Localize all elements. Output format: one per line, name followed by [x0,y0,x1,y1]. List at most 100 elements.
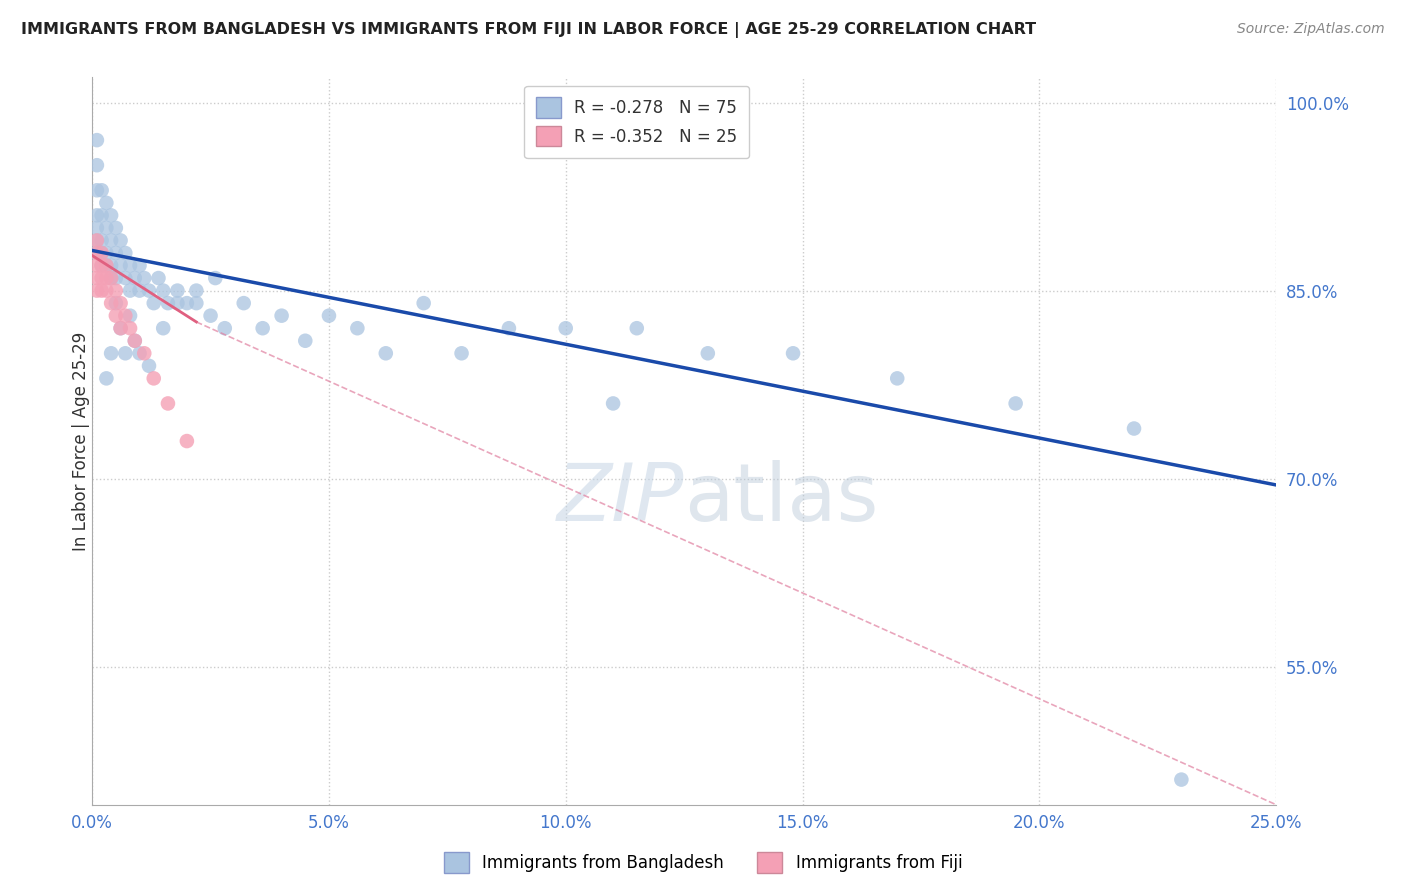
Point [602,396,624,410]
Point [156,396,179,410]
Point [96,220,118,235]
Point [1170,772,1192,787]
Point [166,296,188,310]
Point [96,259,118,273]
Point [86,271,108,285]
Point [110,234,132,248]
Point [498,321,520,335]
Point [148,271,170,285]
Point [110,321,132,335]
Point [156,296,179,310]
Point [90,234,112,248]
Point [554,321,576,335]
Point [104,284,127,298]
Point [90,246,112,260]
Point [114,309,136,323]
Point [142,371,165,385]
Point [86,220,108,235]
Legend: R = -0.278   N = 75, R = -0.352   N = 25: R = -0.278 N = 75, R = -0.352 N = 25 [524,86,749,158]
Point [86,208,108,222]
Point [90,284,112,298]
Point [110,259,132,273]
Point [124,271,146,285]
Point [124,334,146,348]
Point [86,234,108,248]
Point [96,259,118,273]
Point [100,234,122,248]
Point [86,284,108,298]
Text: atlas: atlas [685,460,879,538]
Point [114,246,136,260]
Point [186,296,208,310]
Text: ZIP: ZIP [557,460,685,538]
Legend: Immigrants from Bangladesh, Immigrants from Fiji: Immigrants from Bangladesh, Immigrants f… [437,846,969,880]
Point [886,371,908,385]
Point [90,271,112,285]
Y-axis label: In Labor Force | Age 25-29: In Labor Force | Age 25-29 [72,332,90,550]
Point [696,346,718,360]
Point [294,334,316,348]
Point [120,321,142,335]
Point [104,220,127,235]
Point [104,296,127,310]
Point [252,321,274,335]
Point [186,284,208,298]
Point [318,309,340,323]
Point [128,259,150,273]
Point [86,234,108,248]
Point [86,246,108,260]
Point [86,133,108,147]
Point [214,321,236,335]
Point [104,271,127,285]
Point [782,346,804,360]
Point [346,321,368,335]
Point [96,246,118,260]
Point [270,309,292,323]
Text: Source: ZipAtlas.com: Source: ZipAtlas.com [1237,22,1385,37]
Point [96,271,118,285]
Point [90,259,112,273]
Point [374,346,396,360]
Point [204,271,226,285]
Point [90,208,112,222]
Point [86,246,108,260]
Point [626,321,648,335]
Point [128,284,150,298]
Point [110,321,132,335]
Point [86,183,108,197]
Point [232,296,254,310]
Point [152,321,174,335]
Point [176,296,198,310]
Point [166,284,188,298]
Point [176,434,198,448]
Point [114,271,136,285]
Point [110,296,132,310]
Point [134,346,156,360]
Point [120,259,142,273]
Point [138,359,160,373]
Point [138,284,160,298]
Point [200,309,222,323]
Point [100,271,122,285]
Point [134,271,156,285]
Point [450,346,472,360]
Point [128,346,150,360]
Point [104,246,127,260]
Point [124,334,146,348]
Point [90,246,112,260]
Point [96,284,118,298]
Point [100,259,122,273]
Point [90,183,112,197]
Point [114,346,136,360]
Point [96,371,118,385]
Point [120,309,142,323]
Point [104,309,127,323]
Point [86,259,108,273]
Point [100,271,122,285]
Point [86,158,108,172]
Point [100,346,122,360]
Point [1004,396,1026,410]
Point [90,259,112,273]
Point [100,208,122,222]
Text: IMMIGRANTS FROM BANGLADESH VS IMMIGRANTS FROM FIJI IN LABOR FORCE | AGE 25-29 CO: IMMIGRANTS FROM BANGLADESH VS IMMIGRANTS… [21,22,1036,38]
